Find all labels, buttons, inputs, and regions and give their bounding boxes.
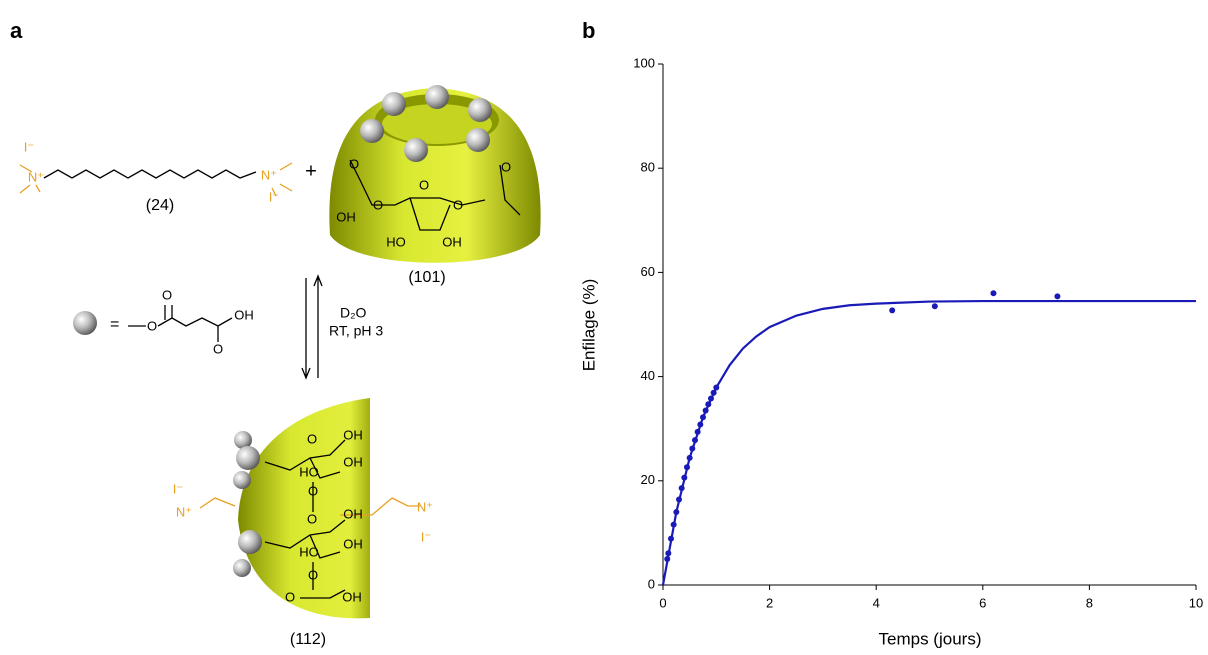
y-tick-label: 40	[641, 368, 655, 383]
condition: D₂O	[340, 305, 367, 321]
atom: HO	[299, 544, 319, 559]
x-tick-label: 6	[979, 595, 986, 610]
equilibrium-arrows	[301, 274, 323, 380]
y-tick-label: 80	[641, 160, 655, 175]
compound-label: (112)	[290, 631, 326, 648]
panel-label: b	[582, 18, 595, 43]
succinate	[128, 305, 233, 342]
atom: O	[162, 287, 172, 302]
x-tick-label: 8	[1086, 595, 1093, 610]
equals-sign: =	[110, 316, 119, 333]
rotaxane-112	[199, 398, 420, 619]
atom: N⁺	[261, 167, 277, 182]
atom: OH	[234, 307, 254, 322]
data-point	[889, 307, 896, 314]
atom: HO	[299, 464, 319, 479]
y-tick-label: 20	[641, 472, 655, 487]
atom: I⁻	[24, 139, 34, 154]
atom: O	[308, 567, 318, 582]
y-tick-label: 0	[648, 576, 655, 591]
data-point	[1054, 293, 1061, 300]
atom: O	[349, 156, 359, 171]
x-tick-label: 2	[766, 595, 773, 610]
atom: O	[147, 318, 157, 333]
y-tick-label: 60	[641, 264, 655, 279]
atom: I⁻	[173, 481, 183, 496]
cyclodextrin-101	[329, 85, 541, 263]
compound-label: (101)	[408, 269, 445, 286]
atom: O	[307, 431, 317, 446]
substituent-ball	[73, 311, 97, 335]
atom: I⁻	[269, 189, 279, 204]
atom: OH	[342, 589, 362, 604]
atom: O	[307, 511, 317, 526]
chain-24	[19, 162, 293, 197]
atom: O	[373, 197, 383, 212]
x-tick-label: 0	[659, 595, 666, 610]
condition: RT, pH 3	[329, 323, 383, 339]
y-tick-label: 100	[633, 55, 655, 70]
atom: HO	[386, 234, 406, 249]
atom: O	[419, 177, 429, 192]
panel-label: a	[10, 18, 23, 43]
data-point	[990, 290, 997, 297]
data-point	[931, 303, 938, 310]
y-axis-label: Enfilage (%)	[579, 279, 598, 372]
x-axis-label: Temps (jours)	[879, 629, 982, 648]
atom: N⁺	[28, 169, 44, 184]
atom: OH	[442, 234, 462, 249]
atom: O	[285, 589, 295, 604]
atom: I⁻	[421, 529, 431, 544]
atom: O	[501, 159, 511, 174]
x-tick-label: 10	[1189, 595, 1203, 610]
atom: O	[308, 483, 318, 498]
atom: OH	[343, 427, 363, 442]
atom: O	[453, 197, 463, 212]
atom: O	[213, 341, 223, 356]
chart: Temps (jours) Enfilage (%) 0 20 40 60 80 100 0…	[579, 55, 1203, 648]
fit-line	[661, 299, 1196, 586]
atom: N⁺	[417, 499, 433, 514]
x-tick-label: 4	[873, 595, 880, 610]
atom: OH	[343, 454, 363, 469]
plus-sign: +	[305, 160, 317, 182]
atom: OH	[343, 506, 363, 521]
atom: OH	[336, 209, 356, 224]
compound-label: (24)	[146, 197, 174, 214]
atom: N⁺	[176, 504, 192, 519]
atom: OH	[343, 536, 363, 551]
